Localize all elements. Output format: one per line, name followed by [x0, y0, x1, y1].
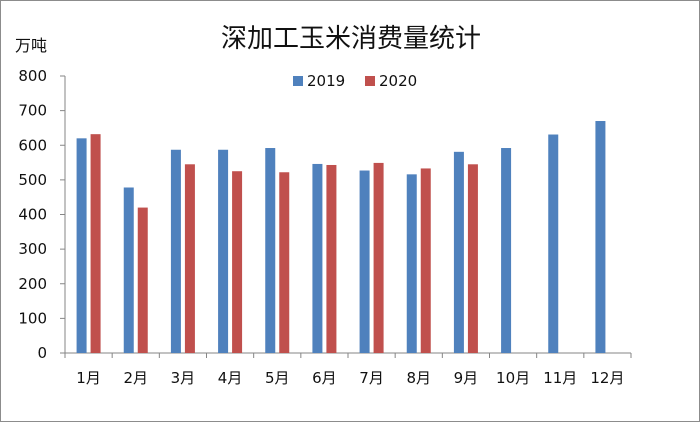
bar-2020-2月 — [137, 207, 148, 353]
y-tick-label: 300 — [18, 240, 47, 258]
y-tick-label: 100 — [18, 309, 47, 327]
bar-2020-6月 — [326, 164, 337, 353]
bar-2020-3月 — [184, 164, 195, 353]
axes: 0 100 200 300 400 500 600 700 800 1月 2月 3月 4月 5月 6月 7月 8… — [18, 67, 632, 387]
bar-2019-8月 — [406, 174, 417, 353]
bar-2019-9月 — [453, 151, 464, 353]
legend-swatch-2020 — [365, 76, 375, 86]
bar-2019-2月 — [123, 187, 134, 353]
x-tick-label: 2月 — [123, 369, 148, 387]
x-tick-label: 8月 — [406, 369, 431, 387]
legend-label-2020: 2020 — [379, 72, 417, 90]
bar-2019-10月 — [501, 148, 512, 353]
bar-2019-7月 — [359, 170, 370, 353]
legend-swatch-2019 — [293, 76, 303, 86]
y-tick-label: 600 — [18, 136, 47, 154]
bar-2019-6月 — [312, 163, 323, 353]
bars — [76, 121, 606, 353]
bar-2019-12月 — [595, 121, 606, 353]
y-tick-label: 200 — [18, 275, 47, 293]
legend: 2019 2020 — [293, 72, 417, 90]
y-tick-label: 800 — [18, 67, 47, 85]
bar-2020-9月 — [467, 164, 478, 353]
bar-2019-5月 — [265, 148, 276, 353]
y-tick-label: 400 — [18, 206, 47, 224]
bar-2020-1月 — [90, 134, 101, 353]
chart-title: 深加工玉米消费量统计 — [221, 24, 481, 54]
legend-label-2019: 2019 — [307, 72, 345, 90]
bar-2020-8月 — [420, 168, 431, 353]
x-tick-label: 7月 — [359, 369, 384, 387]
x-tick-label: 10月 — [496, 369, 530, 387]
x-tick-label: 6月 — [312, 369, 337, 387]
bar-2020-4月 — [232, 171, 243, 353]
bar-2020-5月 — [279, 172, 290, 353]
x-tick-label: 9月 — [454, 369, 479, 387]
bar-2019-4月 — [218, 149, 229, 353]
y-axis-unit-label: 万吨 — [15, 36, 47, 55]
x-tick-label: 4月 — [218, 369, 243, 387]
y-tick-label: 0 — [37, 344, 47, 362]
bar-2019-1月 — [76, 138, 87, 353]
x-tick-label: 3月 — [171, 369, 196, 387]
x-tick-label: 12月 — [590, 369, 624, 387]
x-tick-label: 11月 — [543, 369, 577, 387]
y-tick-label: 700 — [18, 102, 47, 120]
bar-2020-7月 — [373, 162, 384, 353]
bar-2019-11月 — [548, 134, 559, 353]
x-tick-label: 1月 — [76, 369, 101, 387]
bar-2019-3月 — [170, 149, 181, 353]
x-tick-label: 5月 — [265, 369, 290, 387]
y-tick-label: 500 — [18, 171, 47, 189]
